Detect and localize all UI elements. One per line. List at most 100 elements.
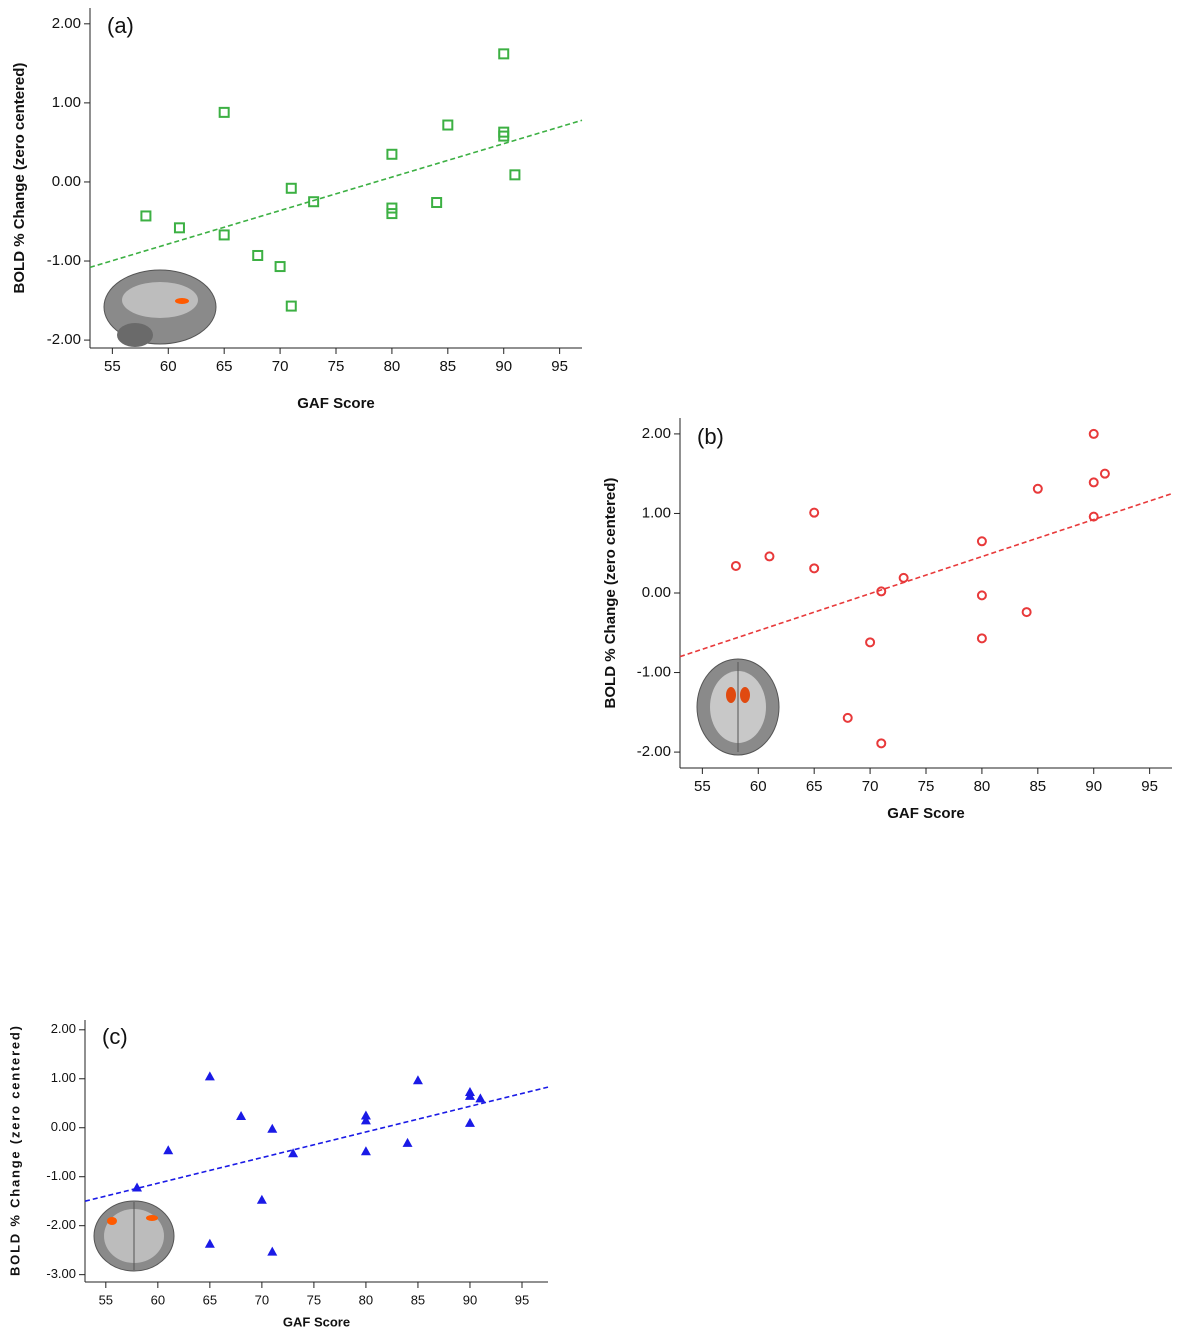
data-point bbox=[877, 739, 885, 747]
y-tick-label: -1.00 bbox=[637, 664, 671, 681]
data-point bbox=[432, 198, 441, 207]
data-point bbox=[1090, 430, 1098, 438]
x-tick-label: 75 bbox=[307, 1292, 321, 1307]
data-point bbox=[220, 108, 229, 117]
data-point bbox=[1090, 478, 1098, 486]
x-tick-label: 70 bbox=[255, 1292, 269, 1307]
data-point bbox=[163, 1145, 173, 1154]
x-tick-label: 95 bbox=[551, 358, 568, 375]
x-tick-label: 65 bbox=[216, 358, 233, 375]
x-tick-label: 80 bbox=[384, 358, 401, 375]
panel-label: (a) bbox=[107, 13, 134, 38]
data-point bbox=[141, 211, 150, 220]
panel-label: (c) bbox=[102, 1024, 128, 1049]
data-point bbox=[267, 1247, 277, 1256]
data-point bbox=[287, 184, 296, 193]
data-point bbox=[465, 1118, 475, 1127]
data-point bbox=[205, 1239, 215, 1248]
data-point bbox=[253, 251, 262, 260]
x-tick-label: 90 bbox=[495, 358, 512, 375]
x-axis-title: GAF Score bbox=[283, 1314, 350, 1329]
y-tick-label: -1.00 bbox=[46, 1168, 76, 1183]
x-tick-label: 55 bbox=[694, 778, 711, 795]
x-tick-label: 55 bbox=[104, 358, 121, 375]
figure: -2.00 -1.00 0.00 1.00 2.00 55 60 65 70 75 80 85 90 95… bbox=[0, 0, 1180, 1334]
data-point bbox=[510, 170, 519, 179]
data-point bbox=[205, 1071, 215, 1080]
y-tick-label: 1.00 bbox=[52, 94, 81, 111]
y-tick-label: -2.00 bbox=[47, 331, 81, 348]
data-point bbox=[413, 1075, 423, 1084]
data-point bbox=[1034, 485, 1042, 493]
x-axis-title: GAF Score bbox=[887, 805, 965, 822]
x-tick-label: 75 bbox=[918, 778, 935, 795]
data-point bbox=[236, 1111, 246, 1120]
data-point bbox=[175, 223, 184, 232]
data-point bbox=[978, 537, 986, 545]
data-point bbox=[387, 204, 396, 213]
data-point bbox=[309, 197, 318, 206]
data-point bbox=[443, 121, 452, 130]
data-point bbox=[276, 262, 285, 271]
y-tick-label: 2.00 bbox=[51, 1021, 76, 1036]
y-tick-label: 1.00 bbox=[642, 504, 671, 521]
data-point bbox=[732, 562, 740, 570]
x-tick-label: 95 bbox=[1141, 778, 1158, 795]
y-tick-label: -2.00 bbox=[46, 1217, 76, 1232]
data-point bbox=[475, 1093, 485, 1102]
x-tick-label: 65 bbox=[203, 1292, 217, 1307]
x-tick-label: 75 bbox=[328, 358, 345, 375]
y-tick-label: 0.00 bbox=[642, 584, 671, 601]
y-tick-label: -3.00 bbox=[46, 1266, 76, 1281]
x-tick-label: 65 bbox=[806, 778, 823, 795]
brain-thumbnail bbox=[697, 659, 779, 755]
data-point bbox=[900, 574, 908, 582]
data-point bbox=[387, 150, 396, 159]
brain-thumbnail bbox=[104, 270, 216, 347]
y-tick-label: 1.00 bbox=[51, 1070, 76, 1085]
data-point bbox=[361, 1146, 371, 1155]
data-point bbox=[765, 552, 773, 560]
x-axis-title: GAF Score bbox=[297, 395, 375, 412]
data-point bbox=[361, 1115, 371, 1124]
x-tick-label: 80 bbox=[974, 778, 991, 795]
y-tick-label: 0.00 bbox=[51, 1119, 76, 1134]
x-tick-label: 85 bbox=[411, 1292, 425, 1307]
data-point bbox=[1023, 608, 1031, 616]
x-tick-label: 80 bbox=[359, 1292, 373, 1307]
data-point bbox=[810, 564, 818, 572]
data-point bbox=[387, 209, 396, 218]
x-tick-label: 90 bbox=[1085, 778, 1102, 795]
panel-label: (b) bbox=[697, 424, 724, 449]
x-tick-label: 60 bbox=[151, 1292, 165, 1307]
x-tick-label: 70 bbox=[272, 358, 289, 375]
x-tick-label: 85 bbox=[1029, 778, 1046, 795]
data-point bbox=[978, 591, 986, 599]
data-point bbox=[220, 230, 229, 239]
data-point bbox=[287, 302, 296, 311]
y-tick-label: -1.00 bbox=[47, 252, 81, 269]
trendline bbox=[90, 120, 582, 267]
data-point bbox=[499, 49, 508, 58]
x-tick-label: 70 bbox=[862, 778, 879, 795]
y-axis-title: BOLD % Change (zero centered) bbox=[602, 478, 619, 709]
y-tick-label: 0.00 bbox=[52, 173, 81, 190]
x-tick-label: 55 bbox=[99, 1292, 113, 1307]
data-point bbox=[257, 1195, 267, 1204]
y-tick-label: 2.00 bbox=[52, 15, 81, 32]
data-point bbox=[978, 634, 986, 642]
data-point bbox=[403, 1138, 413, 1147]
y-tick-label: 2.00 bbox=[642, 425, 671, 442]
data-point bbox=[866, 638, 874, 646]
brain-thumbnail bbox=[94, 1201, 174, 1271]
x-tick-label: 85 bbox=[439, 358, 456, 375]
x-tick-label: 60 bbox=[160, 358, 177, 375]
data-point bbox=[267, 1124, 277, 1133]
y-axis-title: BOLD % Change (zero centered) bbox=[7, 1026, 22, 1276]
y-tick-label: -2.00 bbox=[637, 743, 671, 760]
x-tick-label: 60 bbox=[750, 778, 767, 795]
x-tick-label: 90 bbox=[463, 1292, 477, 1307]
data-point bbox=[844, 714, 852, 722]
trendline bbox=[85, 1087, 548, 1201]
x-tick-label: 95 bbox=[515, 1292, 529, 1307]
